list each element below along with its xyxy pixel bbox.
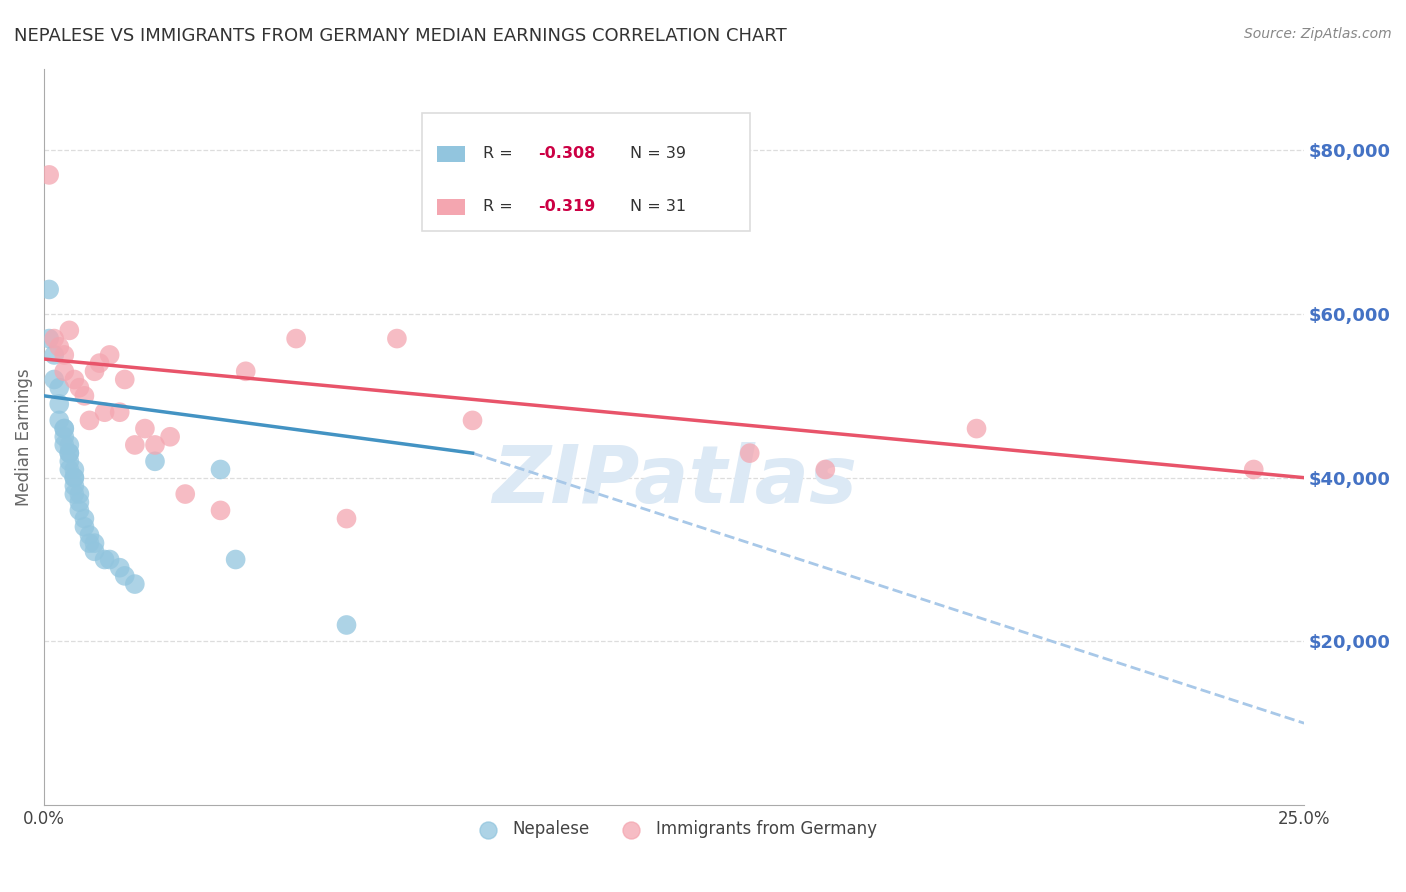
Point bbox=[53, 364, 76, 378]
Text: ZIPatlas: ZIPatlas bbox=[492, 442, 856, 520]
Point bbox=[44, 348, 66, 362]
Point bbox=[98, 552, 121, 566]
Text: -0.319: -0.319 bbox=[538, 200, 595, 214]
Point bbox=[124, 577, 146, 591]
Text: R =: R = bbox=[482, 146, 517, 161]
Point bbox=[461, 413, 484, 427]
Text: NEPALESE VS IMMIGRANTS FROM GERMANY MEDIAN EARNINGS CORRELATION CHART: NEPALESE VS IMMIGRANTS FROM GERMANY MEDI… bbox=[14, 27, 787, 45]
Text: -0.308: -0.308 bbox=[538, 146, 595, 161]
Point bbox=[79, 528, 101, 542]
Point bbox=[235, 364, 257, 378]
Point bbox=[174, 487, 197, 501]
Point bbox=[63, 462, 86, 476]
Point bbox=[53, 421, 76, 435]
Legend: Nepalese, Immigrants from Germany: Nepalese, Immigrants from Germany bbox=[464, 814, 884, 845]
Point bbox=[209, 503, 232, 517]
Point bbox=[63, 471, 86, 485]
Point bbox=[335, 511, 357, 525]
Point bbox=[44, 332, 66, 346]
Point bbox=[143, 438, 166, 452]
Point bbox=[73, 389, 96, 403]
Point bbox=[93, 552, 115, 566]
Point bbox=[67, 381, 90, 395]
Point bbox=[48, 340, 70, 354]
Point bbox=[53, 438, 76, 452]
FancyBboxPatch shape bbox=[437, 146, 465, 162]
Point bbox=[53, 430, 76, 444]
Text: Source: ZipAtlas.com: Source: ZipAtlas.com bbox=[1244, 27, 1392, 41]
Point bbox=[114, 372, 136, 386]
Point bbox=[209, 462, 232, 476]
Point bbox=[159, 430, 181, 444]
Point bbox=[385, 332, 408, 346]
Text: R =: R = bbox=[482, 200, 517, 214]
Point bbox=[58, 438, 80, 452]
Point bbox=[38, 283, 60, 297]
Text: N = 31: N = 31 bbox=[630, 200, 686, 214]
Point bbox=[48, 413, 70, 427]
Point bbox=[58, 446, 80, 460]
Point bbox=[108, 405, 131, 419]
Point bbox=[48, 397, 70, 411]
Point bbox=[38, 332, 60, 346]
Point bbox=[63, 479, 86, 493]
FancyBboxPatch shape bbox=[422, 112, 749, 230]
Point bbox=[814, 462, 837, 476]
Point bbox=[143, 454, 166, 468]
Text: N = 39: N = 39 bbox=[630, 146, 686, 161]
Point bbox=[53, 421, 76, 435]
FancyBboxPatch shape bbox=[437, 199, 465, 215]
Point bbox=[63, 471, 86, 485]
Point bbox=[63, 487, 86, 501]
Point bbox=[1243, 462, 1265, 476]
Point bbox=[335, 618, 357, 632]
Point bbox=[79, 413, 101, 427]
Point bbox=[67, 495, 90, 509]
Point bbox=[134, 421, 156, 435]
Point bbox=[738, 446, 761, 460]
Point bbox=[285, 332, 308, 346]
Point bbox=[67, 503, 90, 517]
Point bbox=[108, 560, 131, 574]
Point bbox=[44, 372, 66, 386]
Point bbox=[63, 372, 86, 386]
Point bbox=[966, 421, 988, 435]
Y-axis label: Median Earnings: Median Earnings bbox=[15, 368, 32, 506]
Point bbox=[89, 356, 111, 370]
Point bbox=[73, 520, 96, 534]
Point bbox=[58, 454, 80, 468]
Point bbox=[98, 348, 121, 362]
Point bbox=[225, 552, 247, 566]
Point bbox=[79, 536, 101, 550]
Point bbox=[93, 405, 115, 419]
Point bbox=[73, 511, 96, 525]
Point bbox=[38, 168, 60, 182]
Point bbox=[53, 348, 76, 362]
Point bbox=[124, 438, 146, 452]
Point bbox=[58, 323, 80, 337]
Point bbox=[83, 536, 105, 550]
Point bbox=[114, 569, 136, 583]
Point bbox=[83, 364, 105, 378]
Point bbox=[58, 462, 80, 476]
Point bbox=[58, 446, 80, 460]
Point bbox=[48, 381, 70, 395]
Point bbox=[67, 487, 90, 501]
Point bbox=[83, 544, 105, 558]
